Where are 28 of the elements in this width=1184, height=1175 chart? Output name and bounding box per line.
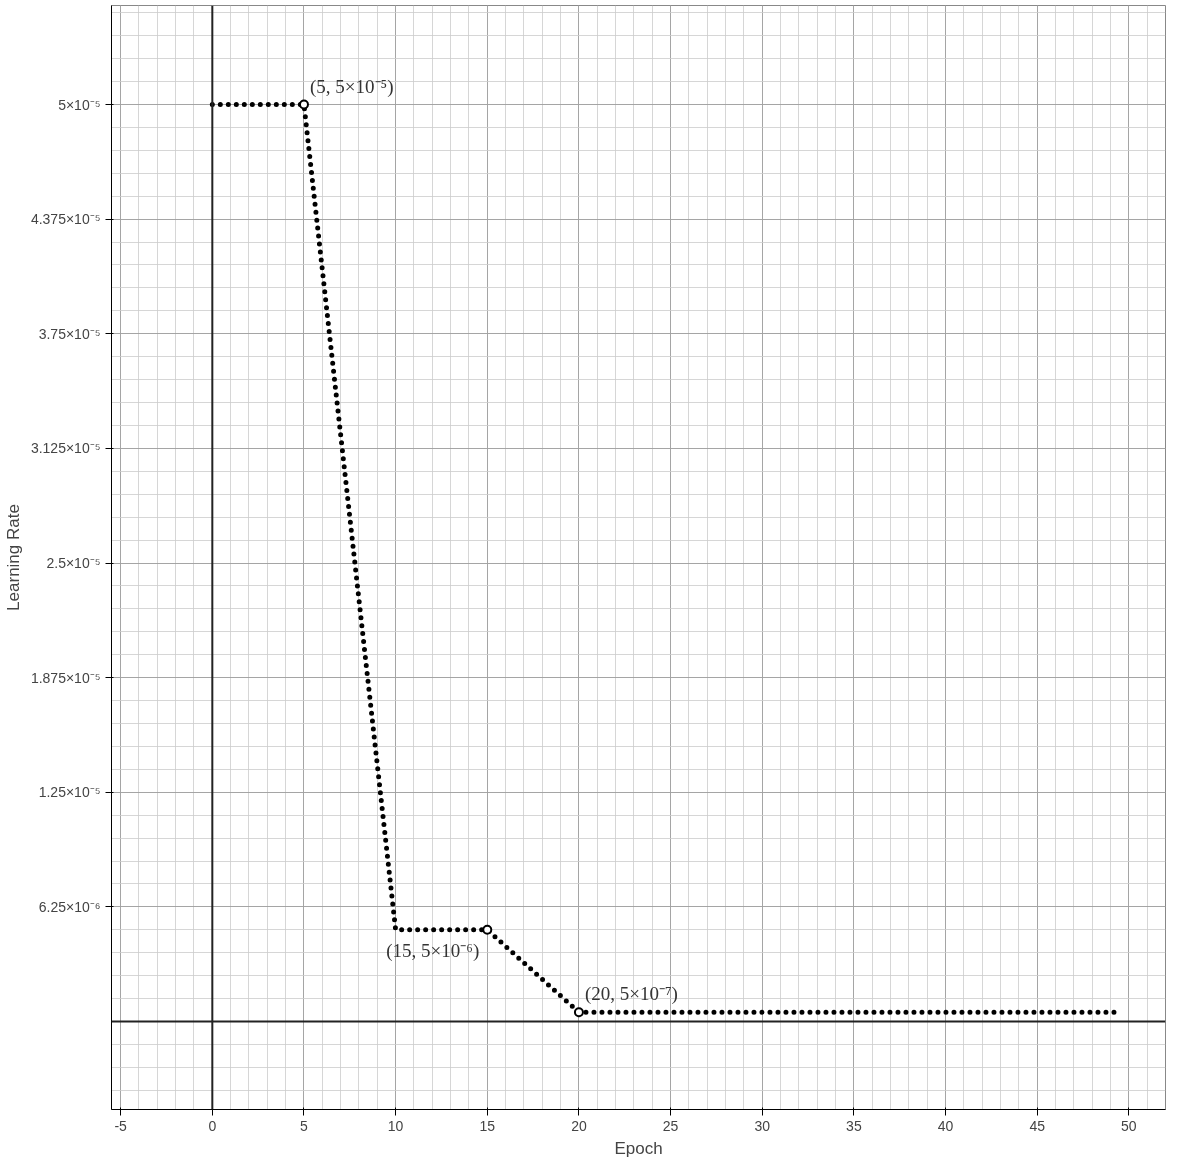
annotation: (5, 5×10⁻⁵) — [309, 75, 394, 98]
point — [573, 1007, 584, 1018]
y-axis-title: Learning Rate — [3, 504, 23, 611]
y-tick-label: 2.5×10⁻⁵ — [46, 555, 101, 571]
x-tick-label: 5 — [300, 1117, 309, 1134]
y-tick-label: 3.75×10⁻⁵ — [38, 325, 101, 342]
y-tick-label: 1.25×10⁻⁵ — [38, 784, 101, 801]
x-tick-label: 15 — [479, 1117, 496, 1134]
x-tick-label: 45 — [1029, 1117, 1046, 1134]
x-tick-label: -5 — [114, 1117, 128, 1134]
annotation: (20, 5×10⁻⁷) — [584, 983, 678, 1006]
point — [482, 924, 493, 935]
x-tick-label: 20 — [571, 1117, 587, 1134]
x-tick-label: 40 — [937, 1117, 954, 1134]
x-tick-label: 50 — [1121, 1117, 1137, 1134]
y-tick-label: 6.25×10⁻⁶ — [38, 898, 101, 915]
y-tick-label: 4.375×10⁻⁵ — [30, 211, 101, 228]
x-tick-label: 10 — [387, 1117, 404, 1134]
y-tick-label: 1.875×10⁻⁵ — [30, 669, 101, 686]
y-tick-label: 3.125×10⁻⁵ — [30, 440, 101, 457]
y-tick-label: 5×10⁻⁵ — [58, 96, 101, 113]
x-tick-label: 35 — [846, 1117, 862, 1134]
point — [298, 99, 309, 110]
x-axis-title: Epoch — [614, 1138, 663, 1158]
x-tick-label: 30 — [754, 1117, 771, 1134]
x-tick-label: 0 — [208, 1117, 217, 1134]
x-tick-label: 25 — [662, 1117, 679, 1134]
annotation: (15, 5×10⁻⁶) — [386, 939, 480, 962]
